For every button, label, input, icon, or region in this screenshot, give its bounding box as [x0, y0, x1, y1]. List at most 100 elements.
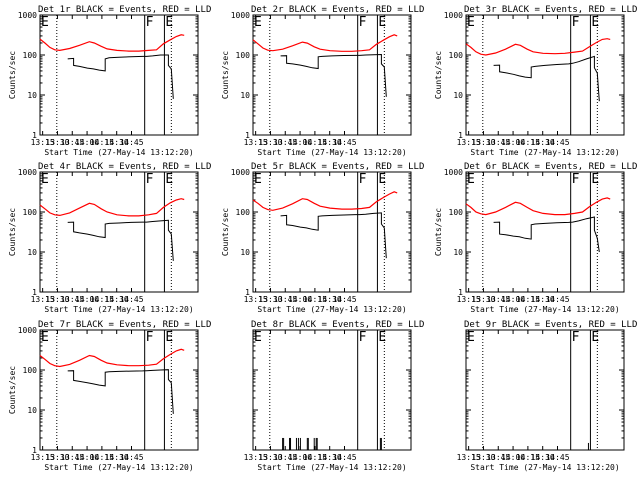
panel-title: Det 6r BLACK = Events, RED = LLD	[464, 162, 637, 172]
x-tick-label: 14:45	[545, 295, 569, 304]
event-mark-label: E	[165, 15, 173, 30]
y-tick-label: 1	[32, 288, 37, 297]
events-series-line	[67, 369, 174, 414]
y-tick-label: 100	[236, 51, 251, 60]
x-tick-label: 13:30	[471, 295, 495, 304]
event-mark-label: E	[591, 172, 599, 187]
x-tick-label: 13:45	[486, 453, 510, 462]
x-tick-label: 14:45	[119, 453, 143, 462]
event-mark-label: E	[254, 330, 262, 345]
x-tick-label: 13:15	[457, 453, 481, 462]
x-tick-label: 14:45	[119, 138, 143, 147]
event-mark-label: E	[254, 15, 262, 30]
x-tick-label: 13:15	[244, 453, 268, 462]
x-tick-label: 13:45	[60, 453, 84, 462]
plot-frame	[39, 329, 199, 451]
x-tick-label: 14:00	[288, 453, 312, 462]
lld-series-line	[465, 38, 611, 56]
x-axis-label: Start Time (27-May-14 13:12:20)	[470, 305, 619, 314]
event-mark-label: F	[572, 172, 580, 187]
x-tick-label: 14:00	[75, 453, 99, 462]
event-mark-label: E	[378, 172, 386, 187]
event-mark-label: F	[146, 330, 154, 345]
panel-title: Det 5r BLACK = Events, RED = LLD	[251, 162, 424, 172]
events-series-line	[493, 55, 600, 102]
plot-frame	[39, 171, 199, 293]
event-mark-label: E	[591, 330, 599, 345]
lld-series-line	[252, 191, 398, 211]
plot-frame	[465, 329, 625, 451]
x-tick-label: 14:15	[516, 295, 540, 304]
x-tick-label: 14:30	[531, 138, 555, 147]
y-tick-label: 1000	[231, 11, 250, 20]
plot-frame	[252, 329, 412, 451]
x-axis-label: Start Time (27-May-14 13:12:20)	[257, 148, 406, 157]
x-axis-label: Start Time (27-May-14 13:12:20)	[44, 305, 193, 314]
y-axis-label: Counts/sec	[434, 208, 443, 256]
x-tick-label: 13:45	[273, 138, 297, 147]
y-tick-label: 1	[32, 131, 37, 140]
lld-series-line	[252, 34, 398, 52]
x-tick-label: 14:45	[119, 295, 143, 304]
panel-title: Det 4r BLACK = Events, RED = LLD	[38, 162, 211, 172]
x-tick-label: 14:45	[332, 138, 356, 147]
x-tick-label: 13:30	[471, 453, 495, 462]
x-tick-label: 14:30	[531, 295, 555, 304]
event-mark-label: F	[359, 172, 367, 187]
x-tick-label: 13:30	[471, 138, 495, 147]
event-mark-label: F	[572, 330, 580, 345]
x-axis-label: Start Time (27-May-14 13:12:20)	[44, 463, 193, 472]
events-series-line	[493, 216, 600, 253]
panel-title: Det 1r BLACK = Events, RED = LLD	[38, 5, 211, 15]
events-series-line	[67, 219, 174, 261]
x-tick-label: 13:30	[258, 138, 282, 147]
x-axis-label: Start Time (27-May-14 13:12:20)	[470, 463, 619, 472]
x-tick-label: 14:15	[90, 453, 114, 462]
event-mark-label: F	[146, 172, 154, 187]
x-tick-label: 14:00	[75, 138, 99, 147]
plot-frame	[465, 14, 625, 136]
x-tick-label: 13:45	[60, 295, 84, 304]
y-tick-label: 1	[245, 131, 250, 140]
event-mark-label: E	[467, 172, 475, 187]
y-tick-label: 1	[458, 131, 463, 140]
panel-title: Det 7r BLACK = Events, RED = LLD	[38, 320, 211, 330]
plot-frame	[252, 14, 412, 136]
x-tick-label: 14:00	[288, 138, 312, 147]
x-tick-label: 13:15	[31, 295, 55, 304]
x-tick-label: 13:15	[244, 295, 268, 304]
x-tick-label: 13:30	[258, 295, 282, 304]
x-tick-label: 14:30	[105, 138, 129, 147]
x-tick-label: 13:15	[31, 453, 55, 462]
y-axis-label: Counts/sec	[8, 208, 17, 256]
event-mark-label: E	[467, 15, 475, 30]
events-series-line	[280, 53, 387, 97]
x-tick-label: 14:15	[90, 138, 114, 147]
x-tick-label: 14:00	[501, 138, 525, 147]
event-mark-label: E	[254, 172, 262, 187]
event-mark-label: F	[146, 15, 154, 30]
x-tick-label: 14:00	[288, 295, 312, 304]
x-tick-label: 13:30	[45, 453, 69, 462]
event-mark-label: F	[572, 15, 580, 30]
panel-title: Det 2r BLACK = Events, RED = LLD	[251, 5, 424, 15]
x-tick-label: 13:30	[45, 138, 69, 147]
y-tick-label: 10	[240, 91, 250, 100]
y-tick-label: 10	[27, 91, 37, 100]
y-axis-label: Counts/sec	[221, 208, 230, 256]
x-tick-label: 13:45	[273, 295, 297, 304]
event-mark-label: E	[41, 172, 49, 187]
y-tick-label: 100	[23, 51, 38, 60]
y-tick-label: 1000	[444, 168, 463, 177]
event-mark-label: F	[359, 15, 367, 30]
y-tick-label: 100	[23, 366, 38, 375]
y-axis-label: Counts/sec	[8, 51, 17, 99]
y-tick-label: 10	[27, 248, 37, 257]
x-tick-label: 13:45	[486, 295, 510, 304]
panel-title: Det 3r BLACK = Events, RED = LLD	[464, 5, 637, 15]
x-tick-label: 14:15	[303, 138, 327, 147]
